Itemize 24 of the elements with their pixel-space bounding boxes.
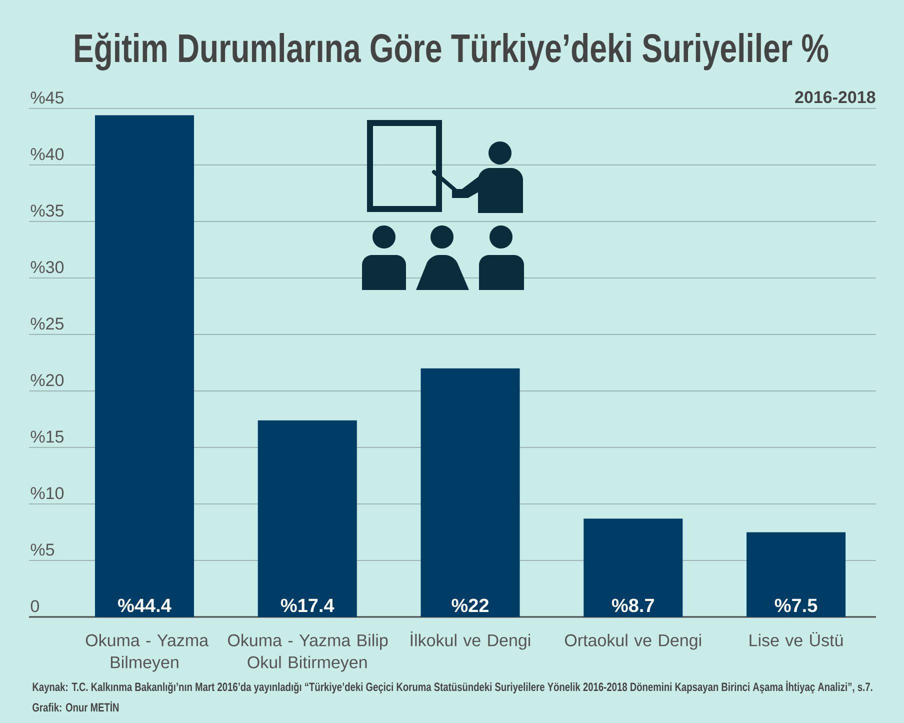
y-tick-label: %40 [30,148,64,160]
x-tick-label: Ortaokul ve Dengi [564,634,701,650]
text: Grafik: Onur METİN [32,701,119,712]
data-label: %22 [452,598,489,612]
chart-subtitle: 2016-2018 [795,91,876,104]
y-tick-label: %15 [30,430,64,443]
data-label: %7.5 [774,598,818,612]
y-tick-label: %25 [30,318,64,330]
y-tick-label: %20 [30,374,64,386]
x-tick-label: İlkokul ve Dengi [410,631,530,650]
y-tick-label: %30 [30,261,64,274]
y-tick-label: %45 [30,92,64,104]
chart-title: Eğitim Durumlarına Göre Türkiye’deki Suriyeliler % [75,32,828,70]
data-label: %8.7 [612,598,654,612]
x-tick-label: Lise ve Üstü [750,632,843,646]
data-label: %17.4 [280,598,334,612]
x-tick-label: Okuma - Yazma Bilip Okul Bitirmeyen [228,634,388,672]
y-tick-label: 0 [30,600,40,612]
y-tick-label: %5 [30,544,54,556]
text: Kaynak: T.C. Kalkınma Bakanlığı’nın Mart 2016’da yayınladığı “Türkiye’deki Geçici Koruma Statüsündeki Suriyelilere Yönelik 2016-2018 Dönemini Kapsayan Birinci Aşama İhtiyaç Analizi”, s.7. [32,680,872,694]
x-tick-label: Okuma - Yazma Bilmeyen [86,634,209,672]
y-tick-label: %10 [30,487,64,500]
data-label: %44.4 [118,598,172,612]
y-tick-label: %35 [30,204,64,217]
